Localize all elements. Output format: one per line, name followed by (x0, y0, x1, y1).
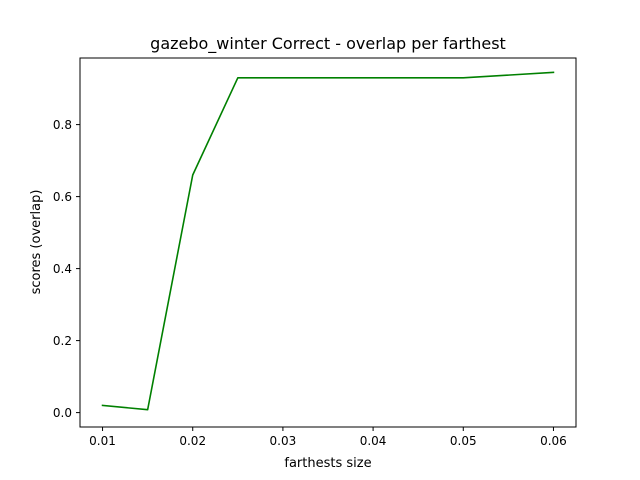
x-tick-label: 0.03 (270, 434, 297, 448)
y-tick-label: 0.0 (53, 406, 72, 420)
plot-frame (79, 57, 577, 428)
y-tick-label: 0.8 (53, 118, 72, 132)
plot-area: 0.01 0.02 0.03 0.04 0.05 0.06 0.0 0.2 0.4 0.6 0.8 (53, 57, 577, 448)
x-tick-label: 0.06 (540, 434, 567, 448)
x-tick-label: 0.02 (179, 434, 206, 448)
chart-title: gazebo_winter Correct - overlap per fart… (150, 34, 506, 54)
x-tick-label: 0.04 (360, 434, 387, 448)
y-tick-label: 0.4 (53, 262, 72, 276)
y-axis-label: scores (overlap) (29, 190, 44, 295)
x-axis-label: farthests size (284, 456, 371, 471)
x-tick-label: 0.05 (450, 434, 477, 448)
series-line-0 (101, 71, 555, 411)
y-tick-label: 0.2 (53, 334, 72, 348)
y-tick-label: 0.6 (53, 190, 72, 204)
x-tick-label: 0.01 (89, 434, 116, 448)
